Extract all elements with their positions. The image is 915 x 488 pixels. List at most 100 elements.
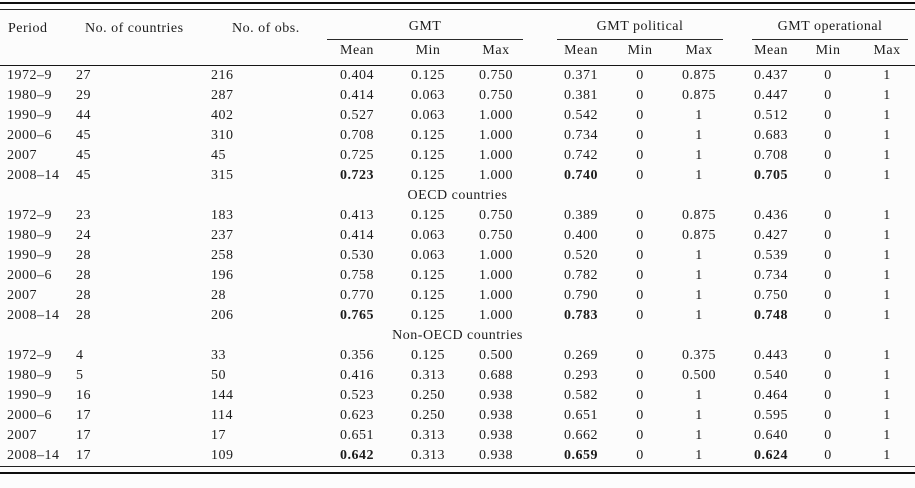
countries-cell: 17 xyxy=(76,428,91,443)
column-gap xyxy=(730,366,745,386)
value-cell: 1.000 xyxy=(479,268,514,283)
obs-cell: 50 xyxy=(211,368,226,383)
value-cell: 0.734 xyxy=(564,128,599,143)
value-cell: 1 xyxy=(883,288,891,303)
countries-cell: 27 xyxy=(76,68,91,83)
value-cell: 0.640 xyxy=(754,428,789,443)
value-cell: 0.651 xyxy=(340,428,374,443)
table-row: 1980–9 24 237 0.414 0.063 0.750 0.400 0 0.875 0.4… xyxy=(0,226,915,246)
value-cell: 0.375 xyxy=(682,348,717,363)
value-cell: 0.527 xyxy=(340,108,374,123)
value-cell: 0.938 xyxy=(479,428,514,443)
value-cell: 0 xyxy=(824,348,832,363)
period-cell: 1972–9 xyxy=(7,208,52,223)
value-cell: 0 xyxy=(824,68,832,83)
value-cell: 0 xyxy=(824,408,832,423)
value-cell: 0 xyxy=(636,288,644,303)
period-cell: 2007 xyxy=(7,288,37,303)
obs-cell: 287 xyxy=(211,88,234,103)
column-header-countries: No. of countries xyxy=(75,10,205,66)
value-cell: 0 xyxy=(824,428,832,443)
column-gap xyxy=(730,66,745,87)
countries-cell: 5 xyxy=(76,368,84,383)
period-cell: 2000–6 xyxy=(7,408,52,423)
value-cell: 1 xyxy=(883,208,891,223)
countries-cell: 16 xyxy=(76,388,91,403)
subheader-gmt-max: Max xyxy=(462,40,531,66)
value-cell: 1.000 xyxy=(479,108,514,123)
value-cell: 0.875 xyxy=(682,208,717,223)
value-cell: 0 xyxy=(636,68,644,83)
table-bottom-double-rule xyxy=(0,466,915,474)
value-cell: 0.683 xyxy=(754,128,789,143)
value-cell: 0.313 xyxy=(411,448,445,463)
table-row: 1980–9 29 287 0.414 0.063 0.750 0.381 0 0.875 0.4… xyxy=(0,86,915,106)
countries-cell: 45 xyxy=(76,168,91,183)
value-cell: 0.416 xyxy=(340,368,374,383)
column-gap xyxy=(530,126,550,146)
value-cell: 0.414 xyxy=(340,228,374,243)
value-cell: 0.436 xyxy=(754,208,789,223)
value-cell: 0.624 xyxy=(754,448,789,463)
value-cell: 0.125 xyxy=(411,288,445,303)
column-gap xyxy=(730,286,745,306)
column-gap xyxy=(730,146,745,166)
value-cell: 1 xyxy=(883,308,891,323)
column-gap xyxy=(530,246,550,266)
value-cell: 0.875 xyxy=(682,68,717,83)
table-row: 2007 28 28 0.770 0.125 1.000 0.790 0 1 0.750 0 1 xyxy=(0,286,915,306)
period-cell: 1980–9 xyxy=(7,88,52,103)
column-gap xyxy=(530,306,550,326)
obs-cell: 206 xyxy=(211,308,234,323)
value-cell: 0 xyxy=(636,168,644,183)
table-row: 2008–14 17 109 0.642 0.313 0.938 0.659 0 1 0.624 0… xyxy=(0,446,915,466)
value-cell: 1 xyxy=(883,408,891,423)
value-cell: 1 xyxy=(695,108,703,123)
value-cell: 1 xyxy=(883,388,891,403)
column-gap xyxy=(730,166,745,186)
value-cell: 0 xyxy=(636,108,644,123)
obs-cell: 216 xyxy=(211,68,234,83)
value-cell: 0.595 xyxy=(754,408,789,423)
value-cell: 1.000 xyxy=(479,248,514,263)
column-gap xyxy=(730,10,746,66)
period-cell: 2008–14 xyxy=(7,448,60,463)
header-row-substats: Mean Min Max Mean Min Max Mean Min Max xyxy=(0,40,915,66)
table-row: 2000–6 28 196 0.758 0.125 1.000 0.782 0 1 0.734 0 1 xyxy=(0,266,915,286)
period-cell: 1990–9 xyxy=(7,248,52,263)
value-cell: 0.642 xyxy=(340,448,374,463)
column-gap xyxy=(730,106,745,126)
value-cell: 0.413 xyxy=(340,208,374,223)
table-row: 2007 45 45 0.725 0.125 1.000 0.742 0 1 0.708 0 1 xyxy=(0,146,915,166)
column-gap xyxy=(730,346,745,366)
table-header: Period No. of countries No. of obs. GMT … xyxy=(0,10,915,66)
subheader-gmt-operational-mean: Mean xyxy=(745,40,798,66)
column-gap xyxy=(530,10,551,66)
value-cell: 1 xyxy=(883,68,891,83)
obs-cell: 402 xyxy=(211,108,234,123)
obs-cell: 237 xyxy=(211,228,234,243)
column-gap xyxy=(530,86,550,106)
value-cell: 1.000 xyxy=(479,128,514,143)
table-row: 2000–6 45 310 0.708 0.125 1.000 0.734 0 1 0.683 0 1 xyxy=(0,126,915,146)
value-cell: 0.400 xyxy=(564,228,599,243)
table-body: 1972–9 27 216 0.404 0.125 0.750 0.371 0 0.875 0.4… xyxy=(0,66,915,467)
table-row: 1972–9 27 216 0.404 0.125 0.750 0.371 0 0.875 0.4… xyxy=(0,66,915,87)
obs-cell: 45 xyxy=(211,148,226,163)
value-cell: 0 xyxy=(636,388,644,403)
period-cell: 2007 xyxy=(7,148,37,163)
value-cell: 1 xyxy=(695,128,703,143)
value-cell: 1 xyxy=(695,428,703,443)
value-cell: 0.623 xyxy=(340,408,374,423)
value-cell: 0.662 xyxy=(564,428,599,443)
value-cell: 0.414 xyxy=(340,88,374,103)
column-gap xyxy=(530,66,550,87)
value-cell: 0.500 xyxy=(479,348,514,363)
obs-cell: 315 xyxy=(211,168,234,183)
value-cell: 0.404 xyxy=(340,68,374,83)
value-cell: 0 xyxy=(636,248,644,263)
value-cell: 0.293 xyxy=(564,368,599,383)
value-cell: 0 xyxy=(636,428,644,443)
value-cell: 0.539 xyxy=(754,248,789,263)
